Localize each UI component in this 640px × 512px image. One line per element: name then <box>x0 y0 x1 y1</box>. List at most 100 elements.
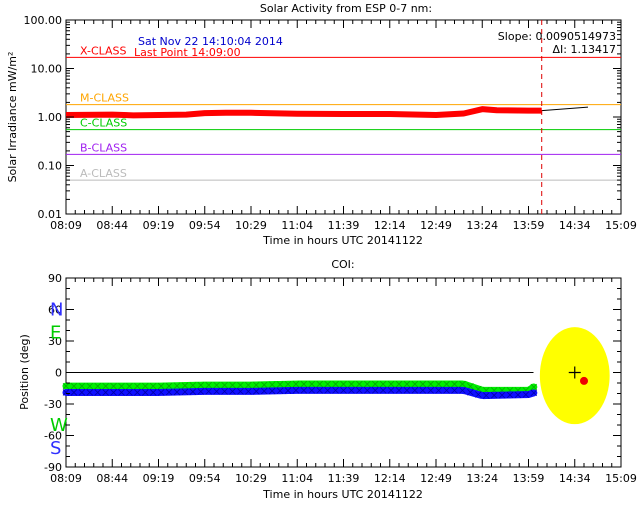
x-tick-label: 09:19 <box>143 472 175 485</box>
coi-point <box>94 389 101 396</box>
coi-point <box>419 387 427 394</box>
coi-point <box>157 382 165 390</box>
coi-point <box>308 387 316 394</box>
y-tick-label: 0 <box>55 367 62 380</box>
coi-point <box>134 389 141 396</box>
coi-point <box>332 387 339 394</box>
x-tick-label: 10:29 <box>235 472 267 485</box>
coi-point <box>482 392 490 399</box>
class-lines: X-CLASS M-CLASS C-CLASS B-CLASS A-CLASS <box>66 44 621 181</box>
y-tick-label: -60 <box>44 430 62 443</box>
coi-point <box>379 387 387 394</box>
coi-point <box>348 380 355 388</box>
irradiance-series <box>65 106 589 119</box>
coi-point <box>316 380 323 388</box>
x-tick-label: 13:59 <box>513 472 545 485</box>
bottom-x-ticks: 08:09 08:44 09:19 09:54 10:29 11:04 11:39 12:14… <box>50 278 637 485</box>
coi-point <box>451 387 458 394</box>
coi-point <box>86 382 94 390</box>
x-tick-label: 09:19 <box>143 219 175 232</box>
coi-point <box>70 382 78 390</box>
coi-point <box>149 389 157 396</box>
top-x-label: Time in hours UTC 20141122 <box>262 234 423 247</box>
coi-point <box>284 387 292 394</box>
coi-point <box>530 389 538 397</box>
x-tick-label: 15:09 <box>605 472 637 485</box>
coi-panel: COI: -90 -60 -30 0 30 60 90 08:09 08:44 09:19 09:… <box>18 258 637 501</box>
bottom-title: COI: <box>331 258 354 271</box>
class-label: M-CLASS <box>80 92 129 105</box>
current-point <box>580 376 588 385</box>
coi-point <box>530 383 538 391</box>
coi-point <box>292 387 300 394</box>
x-tick-label: 14:34 <box>559 472 591 485</box>
x-tick-label: 10:29 <box>235 219 267 232</box>
coi-point <box>348 387 355 394</box>
class-label: C-CLASS <box>80 117 127 130</box>
coi-point <box>292 380 300 388</box>
coi-point <box>419 380 427 388</box>
coi-point <box>110 389 117 396</box>
coi-point <box>70 389 78 396</box>
coi-point <box>118 389 125 396</box>
coi-point <box>268 381 276 388</box>
coi-point <box>364 380 371 388</box>
coi-point <box>340 380 347 388</box>
coi-point <box>411 380 419 388</box>
coi-point <box>102 389 109 396</box>
coi-point <box>221 381 228 389</box>
y-tick-label: 0.10 <box>38 160 63 173</box>
bottom-x-label: Time in hours UTC 20141122 <box>262 488 423 501</box>
x-tick-label: 08:44 <box>96 472 128 485</box>
coi-point <box>94 382 101 390</box>
coi-point <box>356 387 363 394</box>
coi-point <box>165 382 173 390</box>
x-tick-label: 15:09 <box>605 219 637 232</box>
coi-point <box>475 391 482 398</box>
coi-band <box>62 380 538 394</box>
coi-point <box>268 387 276 395</box>
coi-point <box>451 380 458 388</box>
coi-point <box>126 382 133 390</box>
coi-point <box>165 388 173 396</box>
irradiance-line <box>541 106 589 112</box>
x-tick-label: 12:49 <box>420 219 452 232</box>
coi-point <box>332 380 339 388</box>
direction-label: E <box>50 323 61 344</box>
top-y-label: Solar Irradiance mW/m² <box>6 52 19 183</box>
coi-point <box>213 381 220 389</box>
coi-point <box>142 389 149 396</box>
coi-point <box>395 387 403 394</box>
coi-point <box>411 387 419 394</box>
x-tick-label: 13:24 <box>466 472 498 485</box>
top-x-ticks: 08:09 08:44 09:19 09:54 10:29 11:04 11:39 12:14… <box>50 20 637 232</box>
y-tick-label: 90 <box>48 272 62 285</box>
coi-point <box>324 380 331 388</box>
x-tick-label: 08:09 <box>50 472 82 485</box>
x-tick-label: 08:09 <box>50 219 82 232</box>
coi-point <box>340 387 347 394</box>
coi-point <box>324 387 331 394</box>
coi-point <box>245 388 252 395</box>
coi-point <box>181 388 189 396</box>
coi-point <box>387 387 395 394</box>
coi-point <box>371 387 379 394</box>
class-label: B-CLASS <box>80 141 127 154</box>
coi-band <box>62 386 538 400</box>
x-tick-label: 09:54 <box>189 472 221 485</box>
coi-point <box>157 389 165 396</box>
x-tick-label: 12:14 <box>374 472 406 485</box>
coi-point <box>253 381 260 389</box>
coi-point <box>498 391 506 399</box>
coi-point <box>522 391 530 398</box>
coi-point <box>134 382 141 390</box>
class-label: A-CLASS <box>80 167 127 180</box>
coi-point <box>173 382 181 390</box>
coi-point <box>149 382 157 390</box>
irradiance-line <box>65 106 542 119</box>
coi-point <box>427 387 434 394</box>
y-tick-label: 60 <box>48 304 62 317</box>
coi-point <box>514 391 522 399</box>
coi-point <box>118 382 125 390</box>
